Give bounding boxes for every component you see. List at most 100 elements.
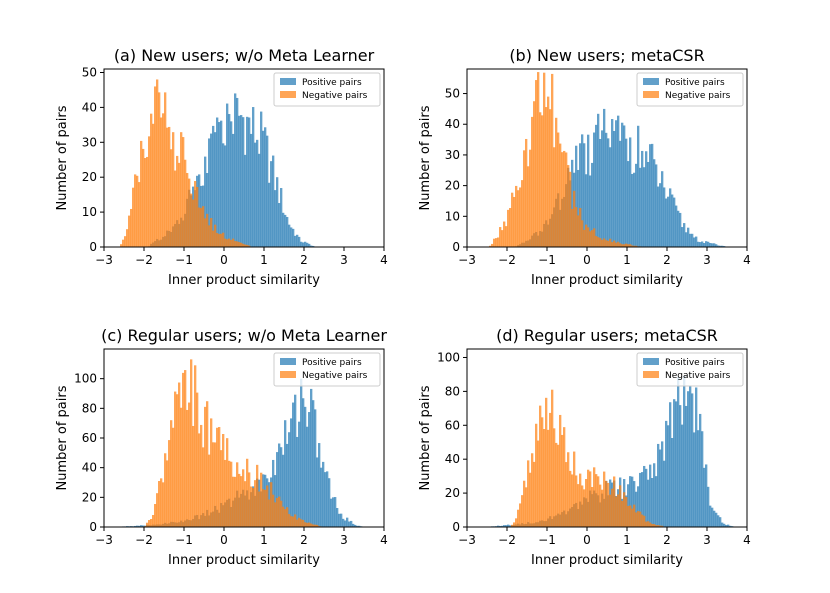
hist-bar bbox=[533, 461, 536, 527]
hist-bar bbox=[663, 187, 666, 247]
hist-bar bbox=[647, 479, 650, 527]
hist-bar bbox=[354, 524, 357, 527]
legend-swatch-positive bbox=[280, 358, 296, 365]
hist-bar bbox=[645, 151, 648, 247]
hist-bar bbox=[553, 428, 556, 527]
hist-bar bbox=[232, 133, 235, 247]
hist-bar bbox=[236, 462, 239, 527]
hist-bar bbox=[242, 469, 245, 527]
hist-bar bbox=[689, 233, 692, 247]
hist-bar bbox=[543, 429, 546, 527]
y-tick-label: 50 bbox=[445, 87, 460, 101]
hist-bar bbox=[621, 122, 624, 247]
hist-bar bbox=[587, 134, 590, 247]
hist-bar bbox=[298, 517, 301, 527]
hist-bar bbox=[723, 523, 726, 527]
hist-bar bbox=[525, 138, 528, 247]
hist-bar bbox=[727, 524, 730, 527]
hist-bar bbox=[122, 239, 125, 247]
hist-bar bbox=[160, 478, 163, 527]
hist-bar bbox=[593, 132, 596, 247]
x-tick-label: 2 bbox=[663, 253, 671, 267]
legend-label-negative: Negative pairs bbox=[665, 371, 731, 381]
hist-bar bbox=[340, 513, 343, 527]
hist-bar bbox=[567, 165, 570, 247]
hist-bar bbox=[156, 79, 159, 247]
hist-bar bbox=[669, 402, 672, 527]
hist-bar bbox=[535, 80, 538, 247]
hist-bar bbox=[633, 504, 636, 527]
y-tick-label: 0 bbox=[452, 520, 460, 534]
legend-box bbox=[636, 352, 744, 387]
hist-bar bbox=[617, 494, 620, 527]
hist-bar bbox=[605, 240, 608, 247]
hist-bar bbox=[651, 143, 654, 247]
hist-bar bbox=[585, 479, 588, 527]
hist-bar bbox=[334, 497, 337, 527]
hist-bar bbox=[196, 186, 199, 247]
hist-bar bbox=[230, 461, 233, 527]
hist-bar bbox=[262, 489, 265, 527]
hist-bar bbox=[681, 424, 684, 527]
hist-bar bbox=[587, 469, 590, 527]
hist-bar bbox=[320, 467, 323, 527]
hist-bar bbox=[214, 132, 217, 247]
hist-bar bbox=[591, 162, 594, 247]
legend-label-negative: Negative pairs bbox=[302, 91, 368, 101]
hist-bar bbox=[220, 450, 223, 527]
hist-bar bbox=[300, 378, 303, 527]
hist-bar bbox=[286, 443, 289, 527]
hist-bar bbox=[130, 208, 133, 247]
x-tick-label: 0 bbox=[583, 253, 591, 267]
hist-bar bbox=[529, 472, 532, 527]
hist-bar bbox=[276, 452, 279, 527]
hist-bar bbox=[248, 117, 251, 247]
hist-bar bbox=[182, 137, 185, 247]
y-tick-label: 50 bbox=[82, 65, 97, 79]
hist-bar bbox=[641, 472, 644, 527]
hist-bar bbox=[268, 499, 271, 527]
hist-bar bbox=[246, 244, 249, 247]
hist-bar bbox=[174, 391, 177, 527]
hist-bar bbox=[272, 494, 275, 527]
hist-bar bbox=[547, 429, 550, 527]
hist-bar bbox=[264, 489, 267, 527]
legend-label-negative: Negative pairs bbox=[302, 371, 368, 381]
hist-bar bbox=[256, 139, 259, 247]
hist-bar bbox=[531, 116, 534, 247]
hist-bar bbox=[278, 496, 281, 527]
y-tick-label: 80 bbox=[82, 401, 97, 415]
hist-bar bbox=[659, 183, 662, 247]
hist-bar bbox=[697, 430, 700, 527]
hist-bar bbox=[691, 233, 694, 247]
hist-bar bbox=[212, 125, 215, 247]
y-tick-label: 40 bbox=[445, 452, 460, 466]
hist-bar bbox=[244, 154, 247, 247]
hist-bar bbox=[595, 124, 598, 247]
hist-bar bbox=[204, 156, 207, 247]
hist-bar bbox=[579, 473, 582, 527]
hist-bar bbox=[290, 516, 293, 527]
hist-bar bbox=[579, 143, 582, 247]
hist-bar bbox=[511, 192, 514, 247]
hist-bar bbox=[172, 427, 175, 527]
hist-bar bbox=[176, 155, 179, 247]
hist-bar bbox=[172, 132, 175, 247]
hist-bar bbox=[697, 241, 700, 247]
hist-bar bbox=[198, 433, 201, 527]
hist-bar bbox=[292, 402, 295, 527]
hist-bar bbox=[609, 147, 612, 247]
hist-bar bbox=[128, 215, 131, 247]
hist-bar bbox=[585, 224, 588, 247]
hist-bar bbox=[312, 524, 315, 527]
x-tick-label: −2 bbox=[498, 253, 516, 267]
legend-label-positive: Positive pairs bbox=[665, 358, 725, 368]
hist-bar bbox=[136, 175, 139, 247]
hist-bar bbox=[308, 243, 311, 247]
hist-bar bbox=[677, 210, 680, 247]
hist-bar bbox=[563, 150, 566, 247]
hist-bar bbox=[220, 233, 223, 247]
hist-bar bbox=[577, 484, 580, 527]
hist-bar bbox=[635, 163, 638, 247]
y-tick-label: 0 bbox=[89, 240, 97, 254]
